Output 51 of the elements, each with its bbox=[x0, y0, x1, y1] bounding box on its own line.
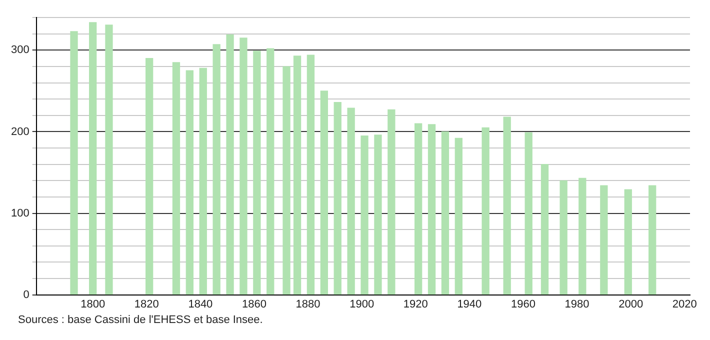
bar bbox=[560, 180, 568, 295]
bar bbox=[293, 56, 302, 295]
bar bbox=[105, 24, 113, 295]
bar bbox=[600, 185, 608, 295]
bar bbox=[524, 132, 532, 295]
bar bbox=[172, 62, 180, 295]
x-tick-label: 2020 bbox=[672, 298, 697, 310]
bar bbox=[89, 22, 97, 295]
x-tick-label: 1900 bbox=[350, 298, 374, 310]
bar bbox=[374, 134, 382, 295]
y-tick-label: 300 bbox=[10, 44, 30, 56]
x-tick-label: 1980 bbox=[564, 298, 590, 310]
bar bbox=[648, 185, 656, 295]
x-tick-label: 1960 bbox=[510, 298, 536, 310]
bar bbox=[146, 58, 154, 295]
bar bbox=[503, 116, 511, 295]
bar bbox=[454, 138, 462, 295]
x-tick-label: 1840 bbox=[188, 298, 213, 310]
bar bbox=[266, 48, 274, 295]
bar bbox=[240, 38, 248, 295]
bar bbox=[441, 131, 450, 295]
x-tick-label: 2000 bbox=[618, 298, 644, 310]
bar bbox=[360, 135, 368, 295]
bar bbox=[578, 178, 586, 295]
bar bbox=[226, 34, 234, 295]
x-tick-label: 1860 bbox=[242, 298, 266, 310]
bar bbox=[212, 44, 220, 295]
bar bbox=[428, 124, 436, 295]
bar bbox=[334, 102, 342, 295]
bar bbox=[199, 68, 207, 295]
source-note: Sources : base Cassini de l'EHESS et base Insee. bbox=[18, 314, 264, 326]
y-tick-label: 100 bbox=[10, 207, 30, 220]
x-tick-label: 1820 bbox=[134, 298, 159, 310]
bar bbox=[306, 54, 315, 295]
x-tick-label: 1920 bbox=[403, 298, 428, 310]
bar bbox=[70, 31, 78, 295]
bar bbox=[347, 108, 355, 295]
bar bbox=[186, 70, 194, 295]
x-tick-label: 1880 bbox=[296, 298, 320, 310]
y-tick-label: 0 bbox=[23, 288, 30, 301]
bar bbox=[253, 50, 261, 295]
bar bbox=[482, 127, 490, 295]
y-tick-label: 200 bbox=[10, 126, 30, 138]
bar bbox=[540, 164, 549, 295]
bar bbox=[282, 66, 290, 295]
x-tick-label: 1940 bbox=[457, 298, 482, 310]
bar bbox=[320, 90, 328, 295]
bar bbox=[388, 109, 396, 295]
bar bbox=[624, 189, 632, 295]
bar bbox=[414, 123, 422, 295]
x-tick-label: 1800 bbox=[80, 298, 106, 310]
